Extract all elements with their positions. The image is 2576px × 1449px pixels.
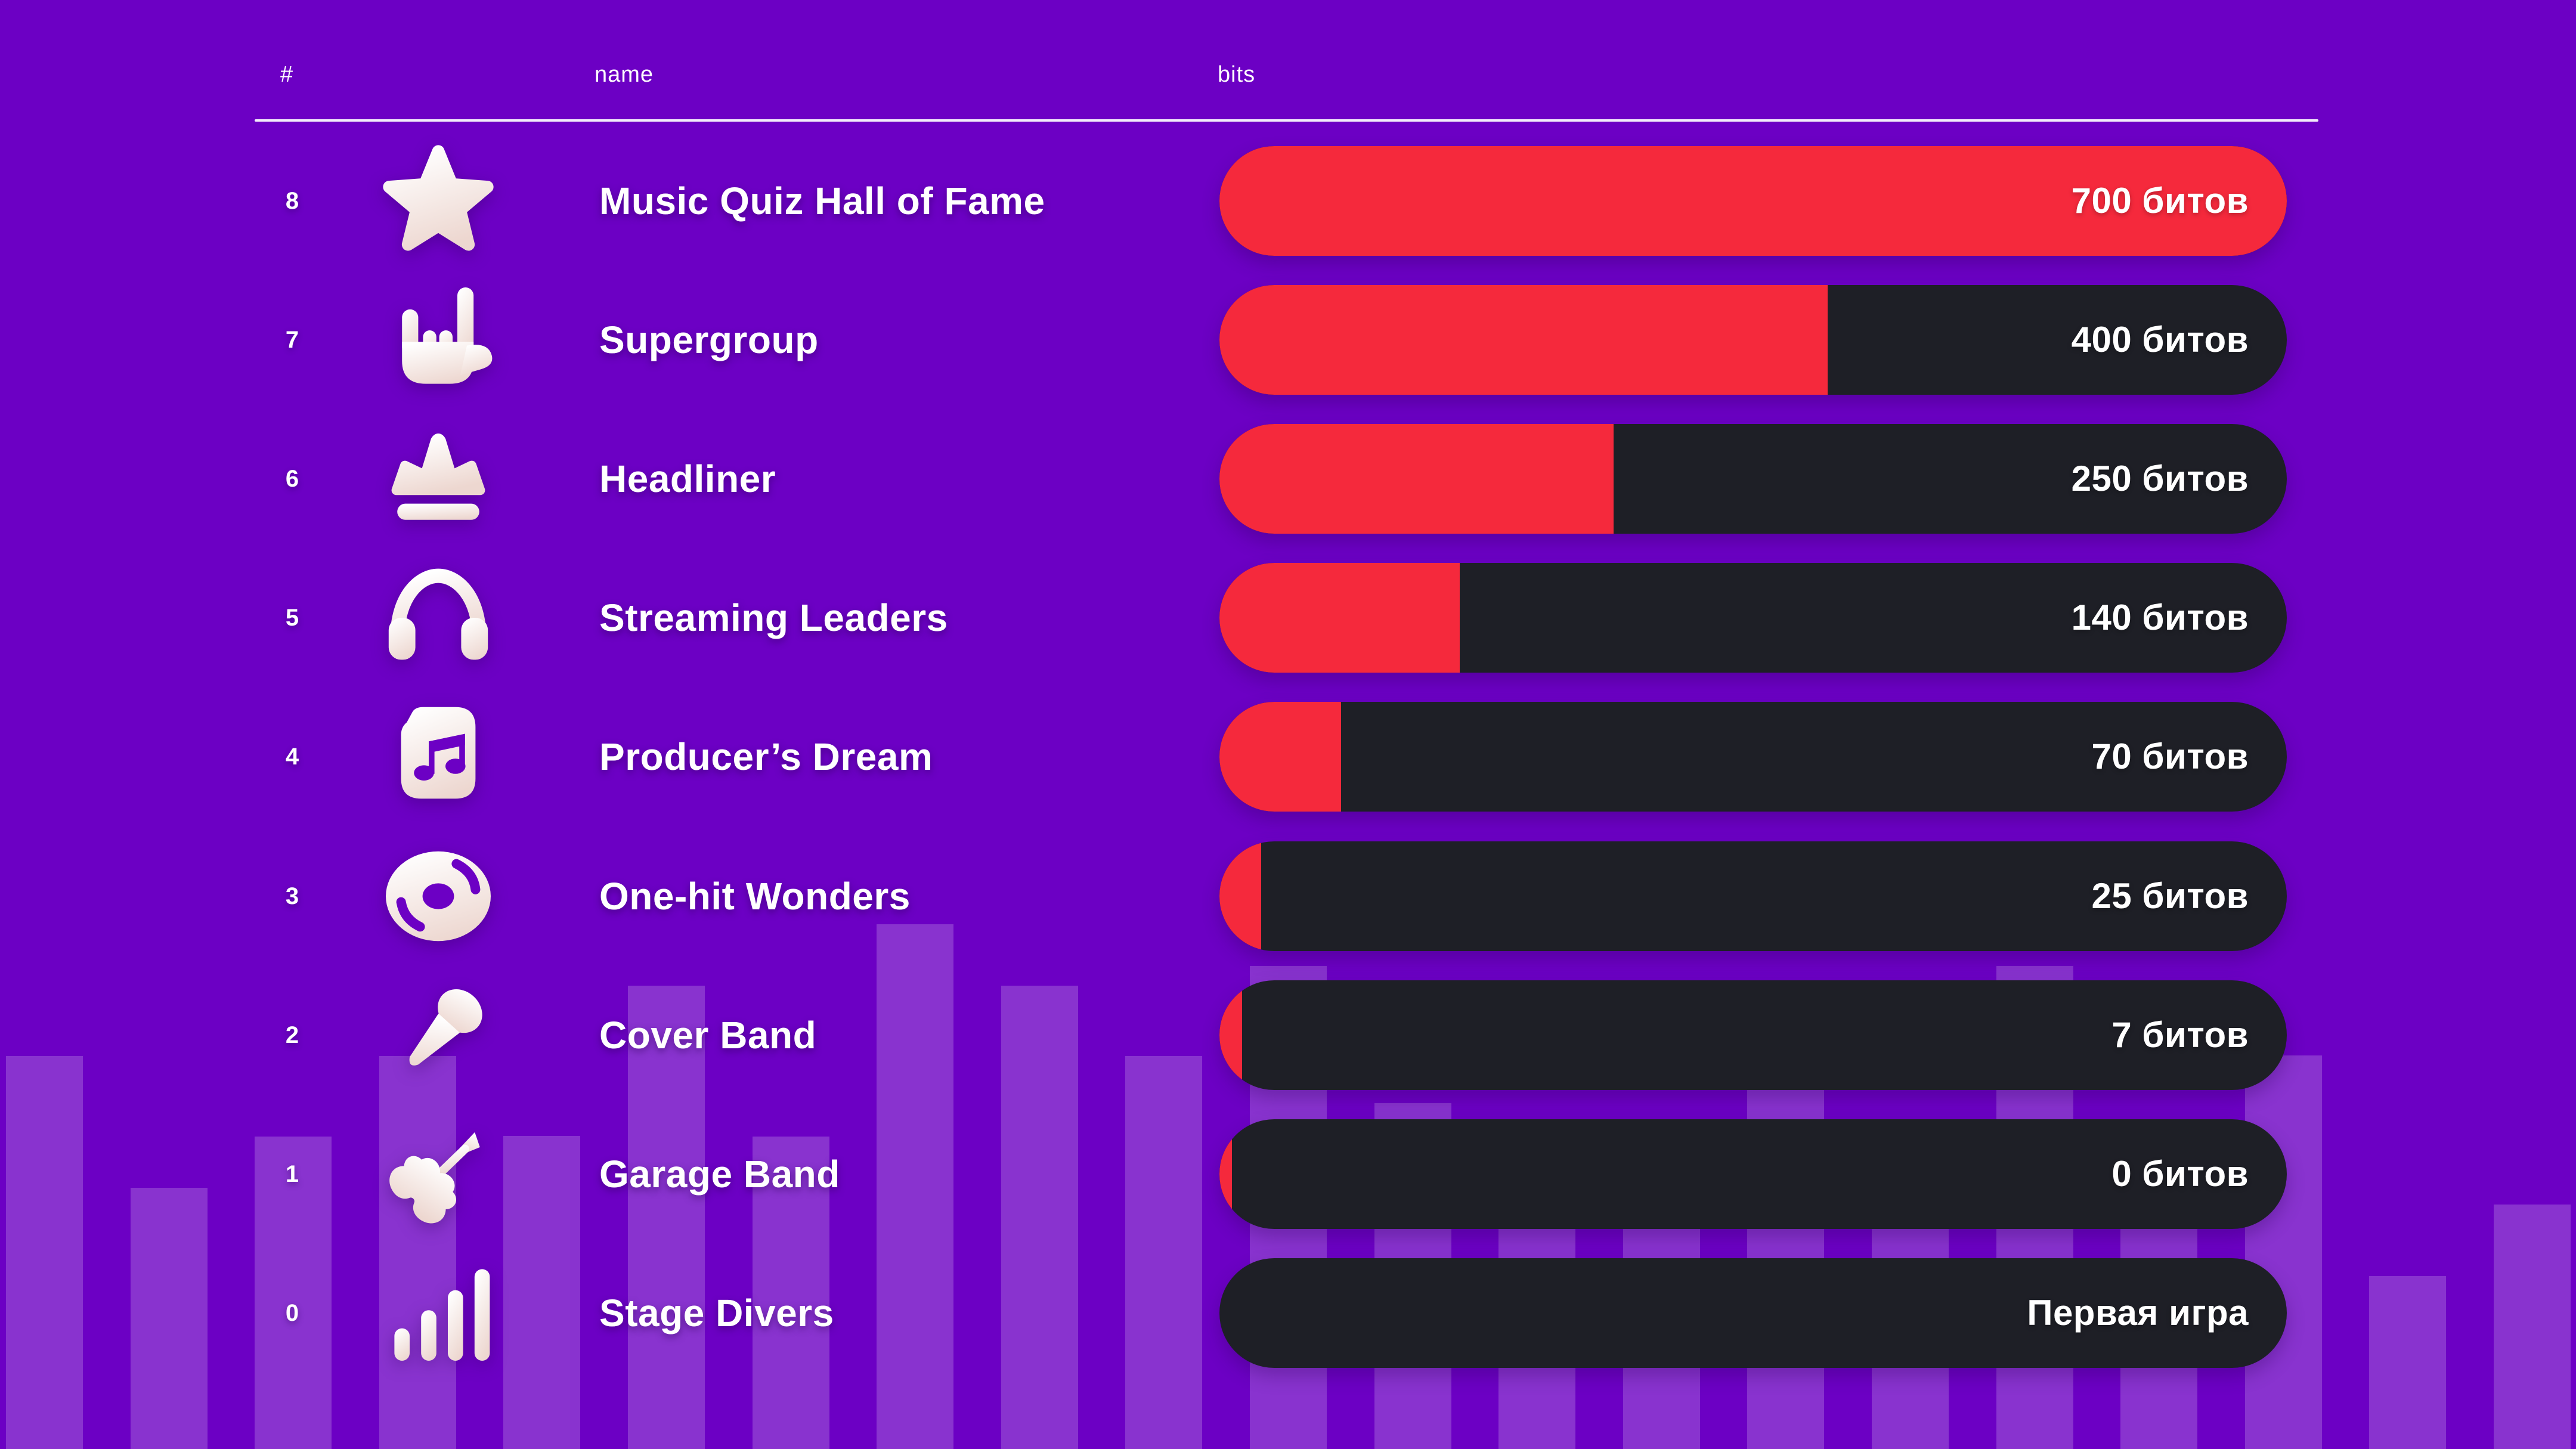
column-header-rank: #	[280, 62, 294, 87]
bits-progress-bar: 25 битов	[1219, 841, 2287, 951]
rank-label: 6	[285, 466, 299, 493]
equalizer-bar	[255, 1137, 332, 1449]
crown-icon	[370, 420, 507, 537]
table-row: 4 Producer’s Dream 70 битов	[0, 702, 2576, 812]
music-file-icon	[370, 698, 507, 815]
rank-label: 5	[285, 605, 299, 631]
equalizer-bar	[628, 986, 705, 1449]
rock-hand-icon	[370, 281, 507, 398]
equalizer-bar	[877, 924, 954, 1449]
rank-label: 1	[285, 1160, 299, 1187]
bits-value-label: 140 битов	[2071, 597, 2249, 638]
bits-value-label: 7 битов	[2111, 1014, 2249, 1055]
level-name: Headliner	[599, 457, 776, 501]
table-row: 7 Supergroup 400 битов	[0, 285, 2576, 395]
table-row: 0 Stage Divers Первая игра	[0, 1258, 2576, 1368]
bits-value-label: 400 битов	[2071, 320, 2249, 360]
rank-label: 2	[285, 1021, 299, 1048]
bits-value-label: 0 битов	[2111, 1153, 2249, 1194]
equalizer-bar	[130, 1188, 208, 1449]
level-name: Garage Band	[599, 1152, 840, 1196]
star-icon	[370, 143, 507, 259]
level-name: Producer’s Dream	[599, 735, 933, 779]
bits-progress-fill	[1219, 424, 1614, 534]
table-row: 1 Garage Band 0 битов	[0, 1119, 2576, 1229]
bits-progress-fill	[1219, 563, 1460, 673]
bits-value-label: 70 битов	[2091, 736, 2249, 777]
table-row: 5 Streaming Leaders 140 битов	[0, 563, 2576, 673]
level-name: Supergroup	[599, 318, 819, 362]
equalizer-bar	[503, 1136, 581, 1449]
column-header-bits: bits	[1218, 62, 1256, 87]
level-name: Music Quiz Hall of Fame	[599, 179, 1045, 222]
bits-progress-bar: 400 битов	[1219, 285, 2287, 395]
stats-bars-icon	[370, 1255, 507, 1371]
equalizer-bar	[379, 1056, 456, 1449]
bits-progress-bar: 7 битов	[1219, 980, 2287, 1090]
bits-progress-bar: 140 битов	[1219, 563, 2287, 673]
guitar-icon	[370, 1116, 507, 1233]
bits-value-label: 25 битов	[2091, 875, 2249, 916]
equalizer-bar	[2244, 1055, 2322, 1449]
table-row: 6 Headliner 250 битов	[0, 424, 2576, 534]
vinyl-record-icon	[370, 838, 507, 955]
level-name: Streaming Leaders	[599, 596, 948, 640]
bits-progress-bar: 250 битов	[1219, 424, 2287, 534]
bits-progress-fill	[1219, 1119, 1233, 1229]
bits-progress-bar: 70 битов	[1219, 702, 2287, 812]
equalizer-bar	[6, 1056, 83, 1449]
table-row: 8 Music Quiz Hall of Fame 700 битов	[0, 143, 2576, 259]
column-header-name: name	[595, 62, 654, 87]
bits-progress-bar: 700 битов	[1219, 146, 2287, 256]
rank-label: 8	[285, 188, 299, 214]
bits-value-label: Первая игра	[2027, 1292, 2249, 1333]
equalizer-bar	[1747, 1056, 1825, 1449]
bits-value-label: 250 битов	[2071, 459, 2249, 499]
bits-progress-bar: Первая игра	[1219, 1258, 2287, 1368]
equalizer-bar	[2369, 1276, 2447, 1449]
equalizer-bar	[1001, 986, 1078, 1449]
equalizer-bar	[752, 1137, 829, 1449]
rank-label: 0	[285, 1299, 299, 1326]
table-row: 2 Cover Band 7 битов	[0, 980, 2576, 1090]
header-divider	[255, 119, 2318, 122]
bits-progress-fill	[1219, 702, 1342, 812]
microphone-icon	[370, 977, 507, 1094]
equalizer-bar	[2494, 1205, 2571, 1449]
rank-label: 3	[285, 883, 299, 909]
bits-value-label: 700 битов	[2071, 181, 2249, 221]
rank-label: 4	[285, 744, 299, 770]
bits-progress-fill	[1219, 285, 1828, 395]
table-row: 3 One-hit Wonders 25 битов	[0, 841, 2576, 951]
level-name: One-hit Wonders	[599, 874, 911, 918]
headphones-icon	[370, 559, 507, 676]
bits-progress-bar: 0 битов	[1219, 1119, 2287, 1229]
bits-progress-fill	[1219, 146, 2287, 256]
bits-progress-fill	[1219, 841, 1261, 951]
level-name: Stage Divers	[599, 1291, 834, 1335]
bits-progress-fill	[1219, 980, 1242, 1090]
rank-label: 7	[285, 327, 299, 354]
level-name: Cover Band	[599, 1013, 817, 1057]
equalizer-bar	[1125, 1056, 1203, 1449]
